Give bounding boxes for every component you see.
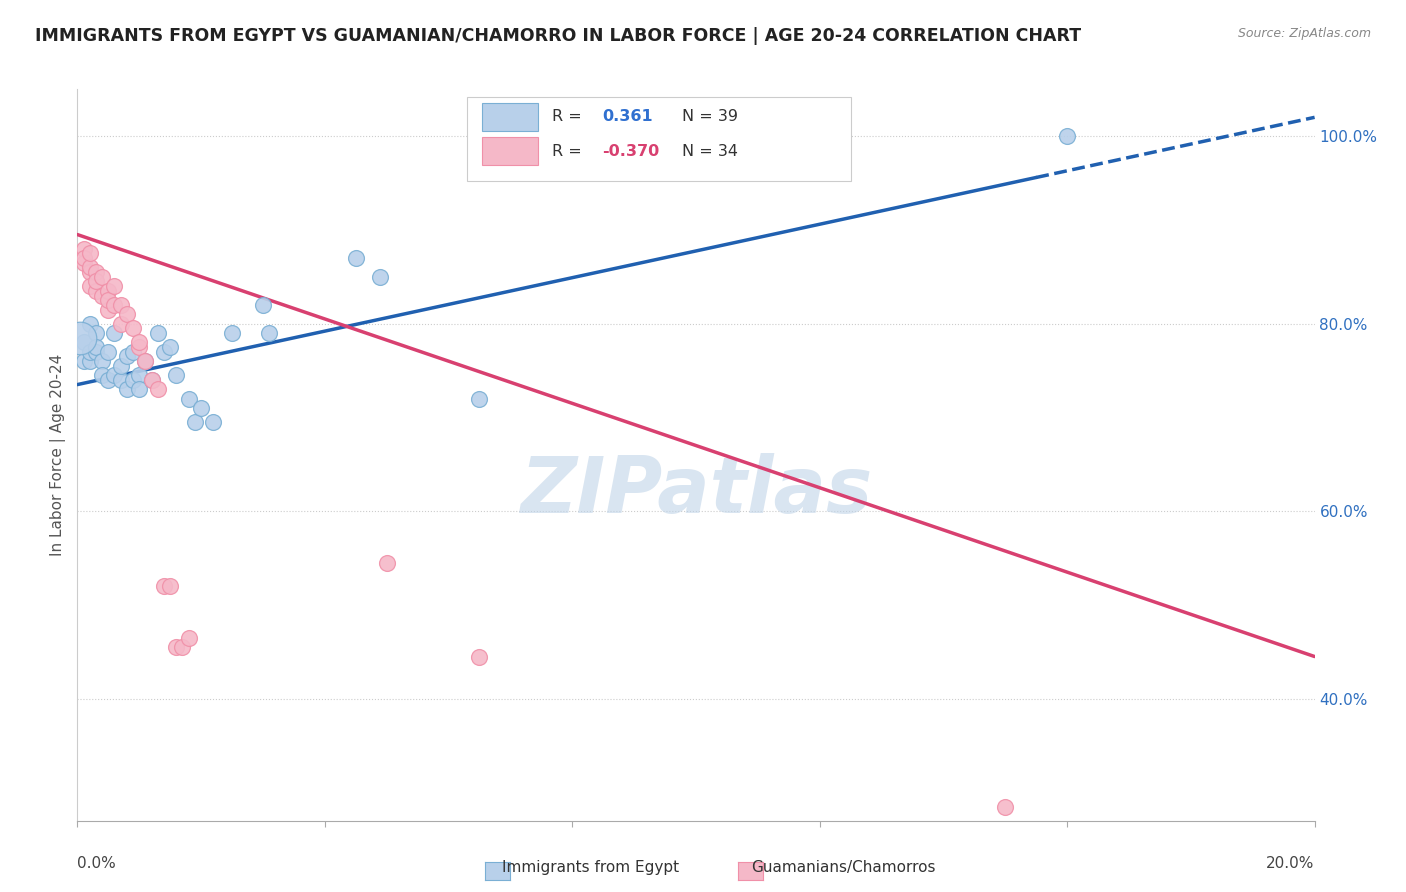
Text: N = 39: N = 39	[682, 110, 738, 125]
FancyBboxPatch shape	[467, 96, 851, 180]
Point	[97, 302, 120, 317]
Point	[146, 326, 169, 340]
Point	[79, 279, 101, 293]
Point	[91, 368, 114, 383]
Point	[103, 326, 125, 340]
Point	[91, 288, 114, 302]
Point	[128, 340, 150, 354]
Point	[344, 251, 367, 265]
Point	[468, 392, 491, 406]
Point	[134, 354, 156, 368]
Point	[370, 269, 392, 284]
Text: -0.370: -0.370	[602, 144, 659, 159]
Point	[153, 344, 176, 359]
Point	[103, 368, 125, 383]
Point	[141, 373, 163, 387]
Point	[79, 354, 101, 368]
Point	[177, 631, 200, 645]
Point	[79, 260, 101, 275]
Point	[84, 340, 107, 354]
Point	[97, 344, 120, 359]
Point	[97, 284, 120, 298]
Point	[110, 317, 132, 331]
Point	[115, 350, 138, 364]
Point	[110, 373, 132, 387]
Point	[84, 265, 107, 279]
Point	[91, 354, 114, 368]
Point	[110, 298, 132, 312]
Point	[115, 307, 138, 321]
Point	[184, 415, 207, 429]
Bar	[482, 137, 537, 165]
Point	[159, 579, 181, 593]
Text: 20.0%: 20.0%	[1267, 856, 1315, 871]
Point	[79, 344, 101, 359]
Text: R =: R =	[553, 110, 588, 125]
Point	[1056, 129, 1078, 144]
Point	[122, 373, 145, 387]
Bar	[482, 103, 537, 131]
Point	[115, 382, 138, 396]
Text: Immigrants from Egypt: Immigrants from Egypt	[502, 861, 679, 875]
Point	[72, 354, 94, 368]
Point	[97, 373, 120, 387]
Point	[257, 326, 280, 340]
Point	[128, 382, 150, 396]
Point	[84, 344, 107, 359]
Point	[172, 640, 194, 655]
Point	[128, 335, 150, 350]
Point	[97, 293, 120, 308]
Point	[165, 368, 187, 383]
Point	[128, 368, 150, 383]
Point	[994, 799, 1017, 814]
Point	[165, 640, 187, 655]
Text: Guamanians/Chamorros: Guamanians/Chamorros	[751, 861, 936, 875]
Point	[252, 298, 274, 312]
Point	[91, 269, 114, 284]
Text: 0.0%: 0.0%	[77, 856, 117, 871]
Point	[72, 242, 94, 256]
Point	[468, 649, 491, 664]
Point	[221, 326, 243, 340]
Point	[122, 321, 145, 335]
Point	[141, 373, 163, 387]
Point	[110, 359, 132, 373]
Point	[103, 298, 125, 312]
Y-axis label: In Labor Force | Age 20-24: In Labor Force | Age 20-24	[51, 354, 66, 556]
Text: 0.361: 0.361	[602, 110, 652, 125]
Point	[190, 401, 212, 415]
Point	[84, 275, 107, 289]
Point	[72, 255, 94, 269]
Point	[177, 392, 200, 406]
Point	[79, 265, 101, 279]
Point	[202, 415, 225, 429]
Point	[72, 335, 94, 350]
Text: N = 34: N = 34	[682, 144, 738, 159]
Text: ZIPatlas: ZIPatlas	[520, 453, 872, 530]
Text: R =: R =	[553, 144, 588, 159]
Point	[103, 279, 125, 293]
Point	[375, 556, 398, 570]
Text: IMMIGRANTS FROM EGYPT VS GUAMANIAN/CHAMORRO IN LABOR FORCE | AGE 20-24 CORRELATI: IMMIGRANTS FROM EGYPT VS GUAMANIAN/CHAMO…	[35, 27, 1081, 45]
Point	[69, 331, 91, 345]
Point	[146, 382, 169, 396]
Point	[79, 317, 101, 331]
Point	[79, 246, 101, 260]
Point	[84, 284, 107, 298]
Point	[134, 354, 156, 368]
Point	[159, 340, 181, 354]
Text: Source: ZipAtlas.com: Source: ZipAtlas.com	[1237, 27, 1371, 40]
Point	[153, 579, 176, 593]
Point	[122, 344, 145, 359]
Point	[72, 251, 94, 265]
Point	[84, 326, 107, 340]
